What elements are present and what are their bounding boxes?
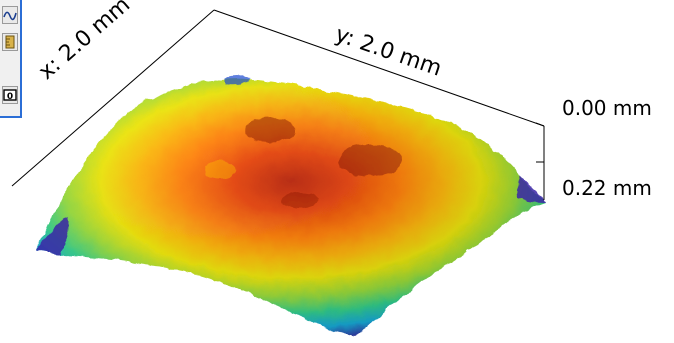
z-axis-top-label: 0.00 mm bbox=[562, 96, 652, 120]
ruler-icon[interactable] bbox=[2, 33, 18, 51]
z-axis-bottom-label: 0.22 mm bbox=[562, 176, 652, 200]
z-tick-top bbox=[535, 122, 545, 127]
svg-text:0: 0 bbox=[7, 92, 13, 102]
height-surface bbox=[36, 75, 546, 336]
x-axis-line bbox=[11, 9, 215, 187]
left-toolbar: 0 bbox=[0, 0, 22, 118]
y-axis-line bbox=[213, 9, 545, 127]
counter-icon[interactable]: 0 bbox=[2, 86, 18, 104]
wave-icon[interactable] bbox=[2, 6, 18, 24]
